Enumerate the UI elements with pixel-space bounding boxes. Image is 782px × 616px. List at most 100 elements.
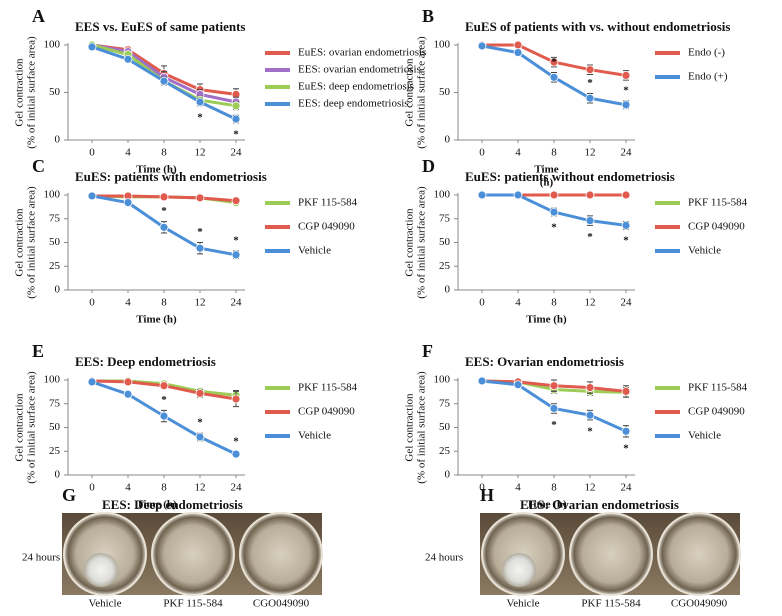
legend-label: Endo (-) [688,47,725,59]
significance-mark: * [161,205,167,217]
y-axis-label: Gel contraction [404,393,416,462]
y-axis-label: Gel contraction [404,58,416,127]
chart-title: EuES: patients without endometriosis [465,169,675,184]
legend-label: CGP 049090 [298,221,355,233]
significance-mark: * [551,56,557,68]
data-point [195,432,205,442]
x-axis-label: Time [534,164,558,176]
well-label: CGO049090 [253,598,310,610]
y-tick-label: 100 [44,189,61,201]
data-point [231,101,241,111]
chart-title: EuES of patients with vs. without endome… [465,19,730,34]
legend-label: PKF 115-584 [298,382,358,394]
data-point [123,54,133,64]
panel-letter: F [422,341,433,361]
data-point [195,388,205,398]
panel-letter: B [422,6,434,26]
chart-panel: B EuES of patients with vs. without endom… [404,6,731,188]
well [239,512,323,596]
significance-mark: * [587,231,593,243]
y-tick-label: 75 [49,212,61,224]
y-axis-label: (% of initial surface area) [416,36,428,149]
data-point [159,222,169,232]
data-point [231,114,241,124]
data-point [87,191,97,201]
chart-title: EES vs. EuES of same patients [75,19,245,34]
y-tick-label: 0 [445,284,451,296]
data-point [513,380,523,390]
data-point [621,190,631,200]
x-tick-label: 24 [231,297,243,309]
y-tick-label: 75 [439,397,451,409]
x-tick-label: 8 [161,147,167,159]
significance-mark: * [623,443,629,455]
x-tick-label: 24 [621,482,633,494]
photo-title: EES: Ovarian endometriosis [520,497,679,512]
y-tick-label: 25 [439,445,451,457]
panel-letter: G [62,485,76,505]
legend-label: PKF 115-584 [688,197,748,209]
data-point [123,389,133,399]
photo-title: EES: Deep endometriosis [102,497,243,512]
data-point [585,93,595,103]
significance-mark: * [551,419,557,431]
y-tick-label: 100 [434,374,451,386]
y-tick-label: 100 [44,39,61,51]
data-point [549,57,559,67]
y-tick-label: 100 [44,374,61,386]
y-tick-label: 0 [55,469,61,481]
well-label: PKF 115-584 [581,598,641,610]
chart-title: EuES: patients with endometriosis [75,169,267,184]
significance-mark: * [623,235,629,247]
legend-label: Endo (+) [688,71,728,83]
x-axis-label: Time (h) [526,314,567,326]
data-point [159,76,169,86]
panel-letter: E [32,341,44,361]
x-axis-label: (h) [540,177,554,189]
data-point [549,72,559,82]
data-point [231,394,241,404]
x-axis-label: Time (h) [136,164,177,176]
y-tick-label: 0 [55,284,61,296]
x-tick-label: 4 [515,297,521,309]
data-point [513,48,523,57]
data-point [123,377,133,387]
x-tick-label: 4 [125,147,131,159]
significance-mark: * [197,226,203,238]
y-axis-label: (% of initial surface area) [26,186,38,299]
x-tick-label: 8 [551,147,557,159]
panel-letter: H [480,485,494,505]
y-tick-label: 0 [445,469,451,481]
chart-panel: A EES vs. EuES of same patients Gel contra… [14,6,427,175]
significance-mark: * [233,128,239,140]
data-point [87,42,97,52]
x-tick-label: 8 [551,482,557,494]
side-label: 24 hours [22,552,60,564]
legend-label: Vehicle [688,430,721,442]
well-label: Vehicle [89,598,122,610]
x-axis-label: Time (h) [526,499,567,511]
data-point [477,190,487,200]
y-axis-label: (% of initial surface area) [416,186,428,299]
data-point [159,192,169,202]
chart-panel: C EuES: patients with endometriosis Gel co… [14,156,358,325]
data-point [621,100,631,110]
y-tick-label: 50 [439,236,451,248]
chart-title: EES: Ovarian endometriosis [465,354,624,369]
data-point [585,410,595,420]
well [657,512,741,596]
y-tick-label: 50 [439,421,451,433]
legend-label: PKF 115-584 [298,197,358,209]
data-point [87,377,97,387]
x-tick-label: 0 [89,297,95,309]
y-tick-label: 0 [445,134,451,146]
y-tick-label: 50 [49,236,61,248]
chart-title: EES: Deep endometriosis [75,354,216,369]
legend-label: CGP 049090 [688,221,745,233]
significance-mark: * [623,85,629,97]
significance-mark: * [551,221,557,233]
x-tick-label: 4 [515,147,521,159]
legend-label: CGP 049090 [688,406,745,418]
data-point [195,193,205,203]
x-axis-label: Time (h) [136,314,177,326]
